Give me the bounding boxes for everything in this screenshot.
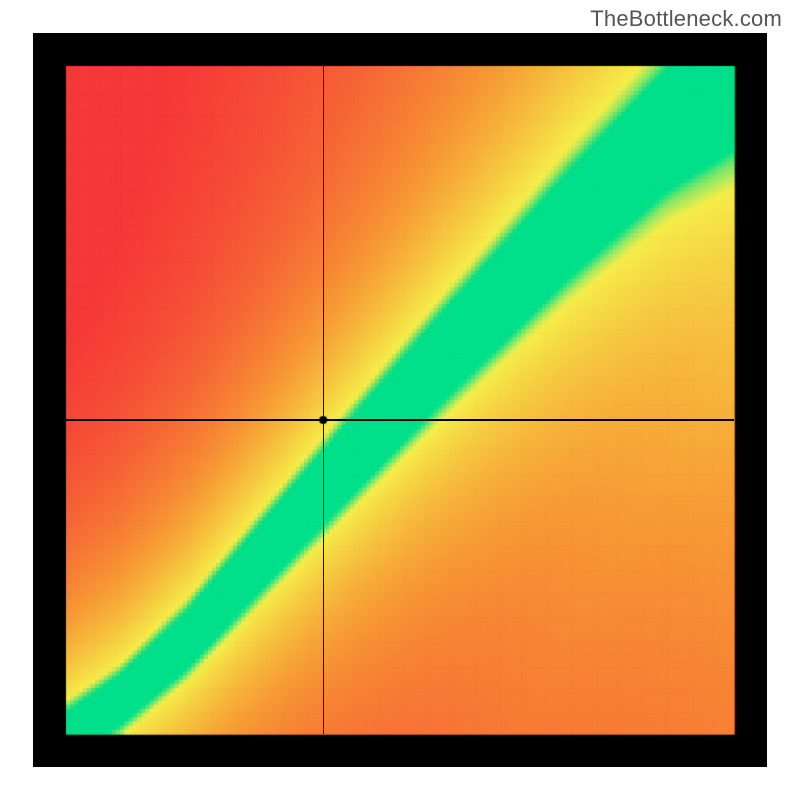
crosshair-horizontal bbox=[66, 419, 734, 420]
chart-container: TheBottleneck.com bbox=[0, 0, 800, 800]
watermark-text: TheBottleneck.com bbox=[590, 6, 782, 32]
crosshair-vertical bbox=[323, 66, 324, 734]
crosshair-dot-canvas bbox=[33, 33, 767, 767]
plot-black-frame bbox=[33, 33, 767, 767]
